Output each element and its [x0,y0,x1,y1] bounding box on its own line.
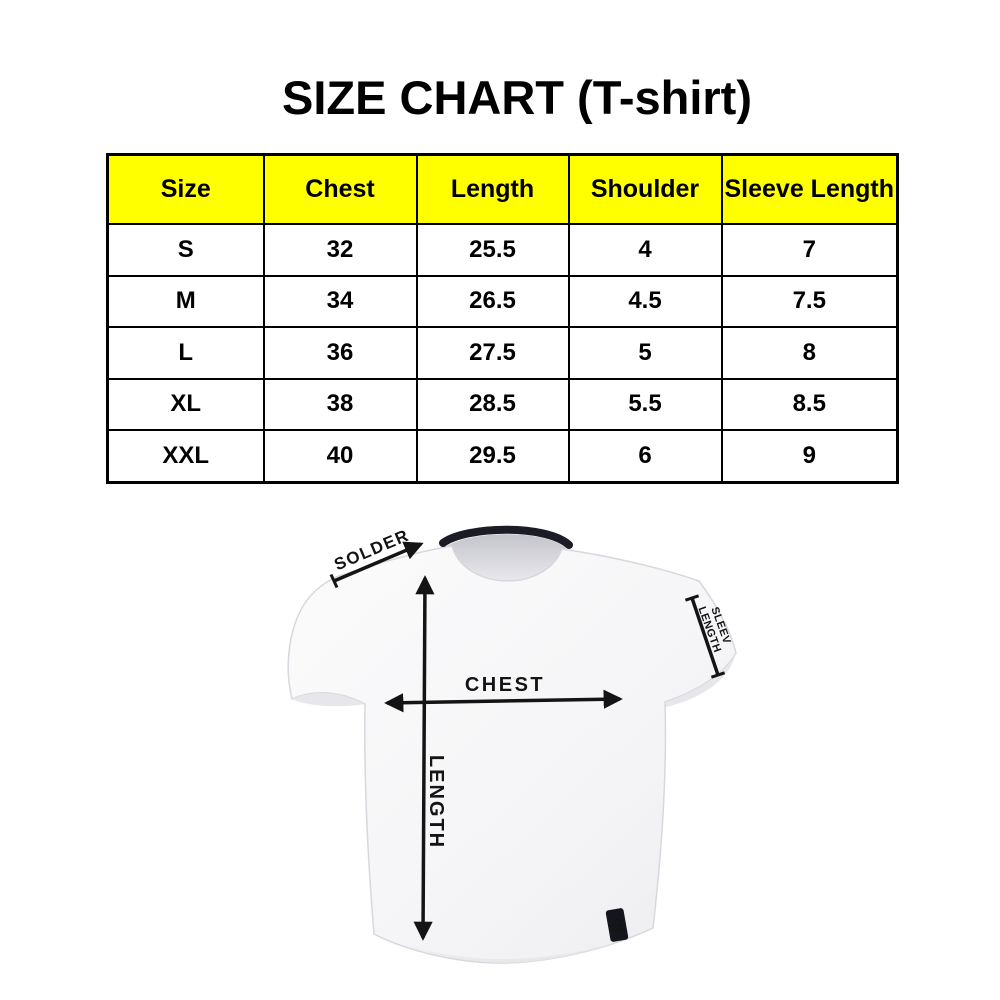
cell-length: 27.5 [415,326,570,380]
sleeve-arrow [684,594,726,679]
cell-shoulder: 5 [567,326,723,380]
length-label: LENGTH [425,755,447,849]
cell-shoulder: 5.5 [567,377,723,431]
cell-sleeve-length: 7.5 [720,274,899,328]
col-header-length: Length [415,153,570,225]
size-chart-table: Size Chest Length Shoulder Sleeve Length… [106,153,899,484]
col-header-sleeve-length: Sleeve Length [720,153,899,225]
table-header-row: Size Chest Length Shoulder Sleeve Length [106,153,899,225]
table-row: S 32 25.5 4 7 [106,223,899,277]
cell-sleeve-length: 9 [720,429,899,483]
cell-shoulder: 4 [567,223,723,277]
cell-length: 25.5 [415,223,570,277]
cell-size: L [106,326,265,380]
tshirt-body [287,545,737,964]
cell-size: XXL [106,429,265,483]
col-header-shoulder: Shoulder [567,153,723,225]
cell-size: XL [106,377,265,431]
cell-length: 29.5 [415,429,570,483]
col-header-size: Size [106,153,265,225]
hem-shade [374,928,653,963]
length-arrow [413,575,435,941]
cell-sleeve-length: 7 [720,223,899,277]
collar-trim [439,525,573,549]
table-row: L 36 27.5 5 8 [106,326,899,380]
chest-arrow [384,689,623,713]
shoulder-arrow [329,541,424,589]
cell-sleeve-length: 8.5 [720,377,899,431]
chest-label: CHEST [465,674,545,696]
cell-length: 26.5 [415,274,570,328]
cell-size: M [106,274,265,328]
left-sleeve-shade [292,692,365,707]
col-header-chest: Chest [262,153,418,225]
table-row: XL 38 28.5 5.5 8.5 [106,377,899,431]
cell-shoulder: 6 [567,429,723,483]
table-row: M 34 26.5 4.5 7.5 [106,274,899,328]
cell-shoulder: 4.5 [567,274,723,328]
brand-tag-letter: S [610,915,624,936]
cell-sleeve-length: 8 [720,326,899,380]
cell-size: S [106,223,265,277]
cell-chest: 40 [262,429,418,483]
table-row: XXL 40 29.5 6 9 [106,429,899,483]
cell-chest: 34 [262,274,418,328]
brand-tag: S [605,908,629,942]
page-title: SIZE CHART (T-shirt) [282,71,752,124]
cell-chest: 38 [262,377,418,431]
cell-length: 28.5 [415,377,570,431]
cell-chest: 36 [262,326,418,380]
right-sleeve-shade [665,653,736,707]
cell-chest: 32 [262,223,418,277]
